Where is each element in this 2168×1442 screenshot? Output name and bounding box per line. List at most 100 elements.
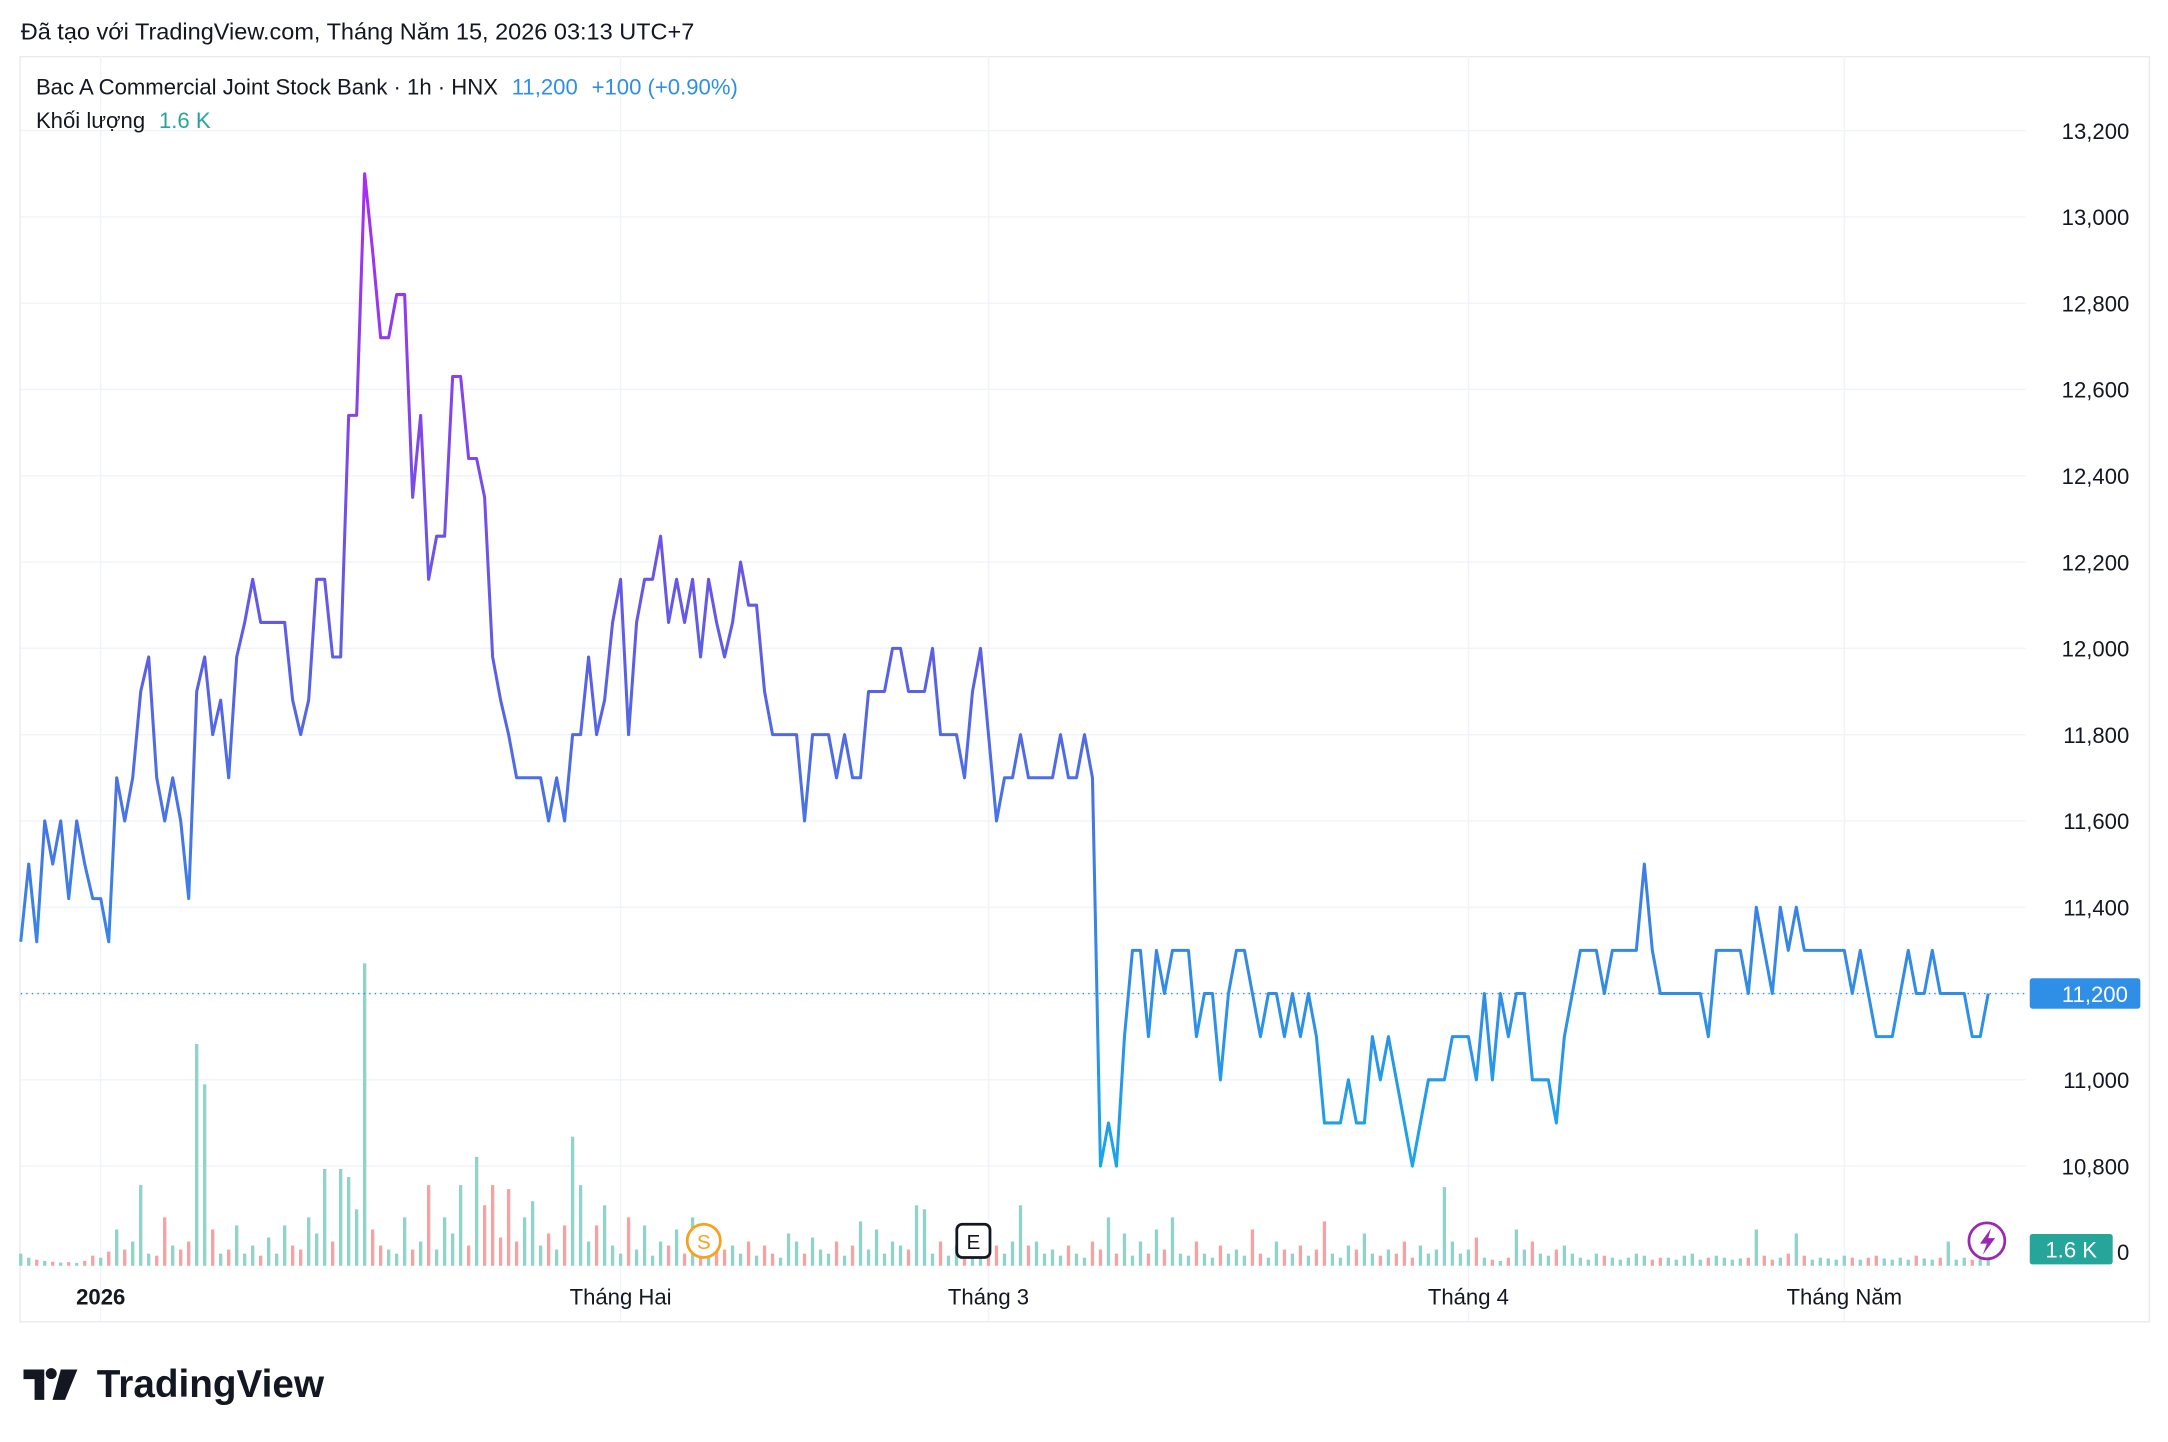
volume-bar	[634, 1249, 639, 1266]
volume-bar	[762, 1245, 767, 1266]
volume-bar	[1930, 1259, 1934, 1266]
volume-bar	[275, 1253, 279, 1266]
volume-bar	[27, 1257, 31, 1266]
volume-bar	[506, 1189, 511, 1266]
volume-title: Khối lượng	[36, 108, 145, 133]
volume-bar	[722, 1249, 727, 1266]
event-label: S	[697, 1231, 711, 1254]
volume-bar	[1882, 1258, 1886, 1266]
price-badge	[2029, 978, 2141, 1009]
volume-bar	[1818, 1257, 1822, 1266]
volume-bar	[1666, 1257, 1670, 1266]
volume-badge	[2029, 1233, 2113, 1265]
y-tick-label: 13,200	[2062, 119, 2130, 144]
volume-bar	[219, 1253, 223, 1266]
created-caption: Đã tạo với TradingView.com, Tháng Năm 15…	[21, 18, 695, 44]
event-marker[interactable]	[685, 1222, 722, 1259]
volume-bar	[1674, 1259, 1678, 1266]
volume-bar	[1682, 1255, 1686, 1266]
volume-tick-label: 0	[2117, 1240, 2129, 1265]
volume-bar	[370, 1229, 375, 1266]
volume-bar	[362, 963, 367, 1266]
volume-bar	[1442, 1187, 1447, 1266]
y-tick-label: 12,400	[2062, 464, 2130, 489]
price-change: +100 (+0.90%)	[592, 75, 738, 100]
volume-bar	[83, 1260, 87, 1266]
volume-bar	[538, 1245, 543, 1266]
volume-bar	[1458, 1253, 1463, 1266]
volume-bar	[354, 1209, 359, 1266]
volume-bar	[562, 1225, 567, 1266]
volume-bar	[99, 1257, 103, 1266]
volume-value: 1.6 K	[159, 108, 211, 133]
volume-bar	[323, 1168, 327, 1266]
volume-bar	[1242, 1255, 1247, 1266]
volume-bar	[970, 1253, 975, 1266]
volume-bar	[1890, 1259, 1894, 1266]
volume-bar	[378, 1245, 383, 1266]
volume-bar	[1090, 1241, 1095, 1266]
volume-bar	[586, 1241, 591, 1266]
volume-bar	[1914, 1255, 1918, 1266]
volume-bar	[994, 1245, 999, 1266]
volume-bar	[155, 1255, 159, 1266]
volume-bar	[19, 1253, 23, 1266]
volume-bar	[51, 1261, 55, 1266]
volume-bar	[730, 1245, 735, 1266]
x-tick-label: 2026	[76, 1284, 125, 1309]
volume-bar	[1202, 1253, 1207, 1266]
volume-bar	[1170, 1217, 1175, 1266]
volume-bar	[1922, 1258, 1926, 1266]
volume-bar	[826, 1253, 831, 1266]
y-tick-label: 12,000	[2062, 637, 2130, 662]
volume-bar	[1986, 1259, 1990, 1266]
volume-bar	[1122, 1233, 1127, 1266]
volume-bar	[1154, 1229, 1159, 1266]
volume-bar	[35, 1259, 39, 1266]
volume-bar	[1626, 1257, 1631, 1266]
volume-bar	[786, 1233, 791, 1266]
y-tick-label: 10,800	[2062, 1154, 2130, 1179]
volume-bar	[1562, 1245, 1567, 1266]
volume-bar	[1546, 1255, 1551, 1266]
volume-bar	[1794, 1233, 1798, 1266]
volume-bar	[1130, 1255, 1135, 1266]
last-price: 11,200	[512, 75, 578, 100]
volume-bar	[810, 1237, 815, 1266]
volume-bar	[658, 1241, 663, 1266]
volume-bar	[1802, 1255, 1806, 1266]
volume-bar	[1898, 1257, 1902, 1266]
volume-bar	[578, 1185, 583, 1266]
volume-bar	[1866, 1257, 1870, 1266]
volume-bar	[1762, 1255, 1766, 1266]
volume-bar	[1834, 1259, 1838, 1266]
volume-bar	[418, 1241, 423, 1266]
event-marker[interactable]	[955, 1222, 992, 1259]
volume-bar	[1418, 1245, 1423, 1266]
volume-bar	[1474, 1237, 1479, 1266]
volume-bar	[1234, 1249, 1239, 1266]
volume-bar	[1218, 1245, 1223, 1266]
volume-bar	[1730, 1259, 1734, 1266]
volume-bar	[1778, 1257, 1782, 1266]
volume-bar	[594, 1225, 599, 1266]
volume-bar	[1290, 1253, 1295, 1266]
volume-bar	[1770, 1259, 1774, 1266]
volume-bar	[315, 1233, 319, 1266]
volume-bar	[1362, 1233, 1367, 1266]
volume-bar	[818, 1249, 823, 1266]
volume-bar	[1698, 1259, 1702, 1266]
volume-bar	[259, 1255, 263, 1266]
volume-bar	[1394, 1253, 1399, 1266]
volume-bar	[914, 1205, 919, 1266]
volume-bar	[1642, 1255, 1646, 1266]
volume-bar	[1706, 1257, 1710, 1266]
volume-bar	[570, 1136, 575, 1266]
y-tick-label: 11,400	[2063, 896, 2129, 921]
volume-bar	[930, 1253, 935, 1266]
volume-bar	[850, 1245, 855, 1266]
volume-bar	[1754, 1229, 1758, 1266]
volume-bar	[123, 1249, 127, 1266]
